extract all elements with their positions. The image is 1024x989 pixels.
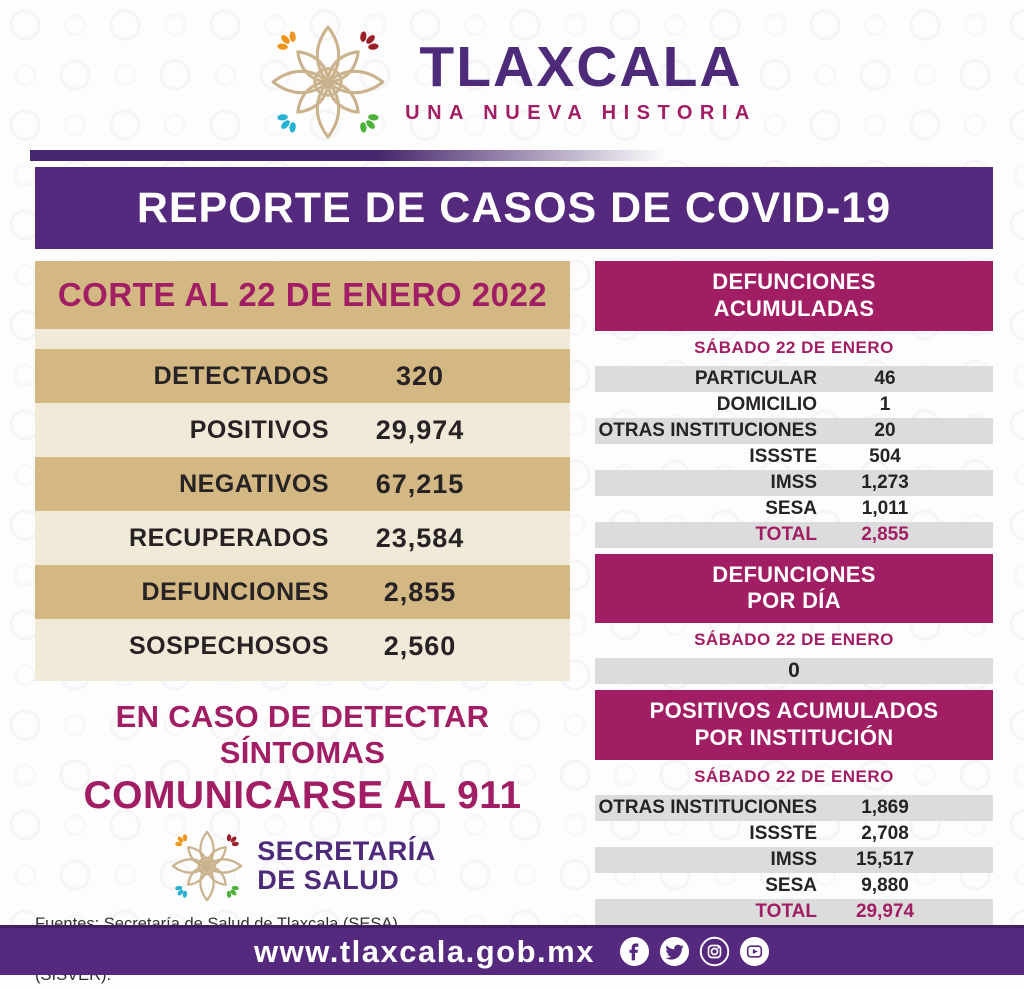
row-label: SOSPECHOSOS bbox=[129, 631, 329, 660]
row-value: 9,880 bbox=[861, 874, 909, 896]
row-label: RECUPERADOS bbox=[129, 523, 329, 552]
brand-name: TLAXCALA bbox=[419, 35, 743, 99]
secretaria-salud-logo: SECRETARÍA DE SALUD bbox=[35, 828, 570, 904]
table-row: ISSSTE 2,708 bbox=[595, 821, 993, 847]
row-label: IMSS bbox=[770, 471, 817, 493]
row-label: IMSS bbox=[770, 848, 817, 870]
tlaxcala-flower-icon bbox=[267, 21, 389, 143]
row-value: 1,011 bbox=[861, 497, 909, 519]
table-total-row: TOTAL 29,974 bbox=[595, 898, 993, 925]
row-value: 0 bbox=[788, 659, 800, 683]
row-label: ISSSTE bbox=[749, 445, 817, 467]
row-label: OTRAS INSTITUCIONES bbox=[598, 796, 817, 818]
left-column: CORTE AL 22 DE ENERO 2022 DETECTADOS 320… bbox=[35, 261, 570, 989]
table-row: RECUPERADOS 23,584 bbox=[35, 511, 570, 565]
brand-text: TLAXCALA UNA NUEVA HISTORIA bbox=[405, 39, 757, 125]
row-value: 1 bbox=[879, 393, 891, 415]
social-icons bbox=[619, 936, 770, 967]
table-row: SESA 1,011 bbox=[595, 496, 993, 522]
row-value: 2,560 bbox=[383, 630, 457, 661]
row-label: DOMICILIO bbox=[716, 393, 817, 415]
row-value: 1,273 bbox=[861, 471, 909, 493]
row-label: TOTAL bbox=[755, 900, 817, 922]
symptoms-notice: EN CASO DE DETECTAR SÍNTOMAS COMUNICARSE… bbox=[35, 699, 570, 818]
section-date: SÁBADO 22 DE ENERO bbox=[694, 630, 894, 650]
facebook-icon[interactable] bbox=[619, 936, 650, 967]
right-column: DEFUNCIONES ACUMULADAS SÁBADO 22 DE ENER… bbox=[595, 261, 993, 989]
row-label: PARTICULAR bbox=[694, 367, 817, 389]
table-row: SESA 9,880 bbox=[595, 873, 993, 899]
youtube-icon[interactable] bbox=[739, 936, 770, 967]
daily-deaths-row: 0 bbox=[595, 658, 993, 685]
table-row: POSITIVOS 29,974 bbox=[35, 403, 570, 457]
table-row: DETECTADOS 320 bbox=[35, 349, 570, 403]
row-value: 504 bbox=[869, 445, 901, 467]
row-label: TOTAL bbox=[755, 523, 817, 545]
row-label: ISSSTE bbox=[749, 822, 817, 844]
notice-line-2: COMUNICARSE AL 911 bbox=[83, 774, 522, 817]
table-row: DOMICILIO 1 bbox=[595, 392, 993, 418]
section-header: POSITIVOS ACUMULADOS POR INSTITUCIÓN bbox=[595, 690, 993, 760]
row-value: 15,517 bbox=[855, 848, 915, 870]
table-row: DEFUNCIONES 2,855 bbox=[35, 565, 570, 619]
gradient-divider bbox=[30, 150, 994, 161]
row-value: 29,974 bbox=[855, 900, 915, 922]
salud-flower-icon bbox=[169, 828, 245, 904]
row-value: 23,584 bbox=[375, 522, 465, 553]
footer-bar: www.tlaxcala.gob.mx bbox=[0, 925, 1024, 975]
table-row: ISSSTE 504 bbox=[595, 444, 993, 470]
row-value: 2,855 bbox=[861, 523, 909, 545]
twitter-icon[interactable] bbox=[659, 936, 690, 967]
website-url[interactable]: www.tlaxcala.gob.mx bbox=[254, 933, 595, 969]
row-value: 20 bbox=[874, 419, 896, 441]
notice-line-1: EN CASO DE DETECTAR SÍNTOMAS bbox=[115, 699, 490, 770]
table-row: IMSS 15,517 bbox=[595, 846, 993, 873]
row-label: DEFUNCIONES bbox=[141, 577, 329, 606]
table-row: PARTICULAR 46 bbox=[595, 365, 993, 392]
main-content: CORTE AL 22 DE ENERO 2022 DETECTADOS 320… bbox=[35, 261, 993, 989]
row-value: 2,855 bbox=[383, 576, 457, 607]
positivos-table: OTRAS INSTITUCIONES 1,869 ISSSTE 2,708 I… bbox=[595, 794, 993, 925]
row-label: DETECTADOS bbox=[153, 361, 329, 390]
table-row: SOSPECHOSOS 2,560 bbox=[35, 619, 570, 673]
summary-panel: CORTE AL 22 DE ENERO 2022 DETECTADOS 320… bbox=[35, 261, 570, 681]
defunciones-acumuladas-section: DEFUNCIONES ACUMULADAS SÁBADO 22 DE ENER… bbox=[595, 261, 993, 548]
table-total-row: TOTAL 2,855 bbox=[595, 521, 993, 548]
section-header: DEFUNCIONES ACUMULADAS bbox=[595, 261, 993, 331]
row-label: SESA bbox=[765, 497, 817, 519]
table-row: IMSS 1,273 bbox=[595, 469, 993, 496]
defunciones-por-dia-section: DEFUNCIONES POR DÍA SÁBADO 22 DE ENERO 0 bbox=[595, 553, 993, 685]
summary-rows: DETECTADOS 320 POSITIVOS 29,974 NEGATIVO… bbox=[35, 349, 570, 673]
brand-tagline: UNA NUEVA HISTORIA bbox=[405, 102, 757, 124]
row-value: 1,869 bbox=[861, 796, 909, 818]
defunciones-table: PARTICULAR 46 DOMICILIO 1 OTRAS INSTITUC… bbox=[595, 365, 993, 548]
section-date: SÁBADO 22 DE ENERO bbox=[694, 337, 894, 357]
row-value: 2,708 bbox=[861, 822, 909, 844]
row-label: POSITIVOS bbox=[189, 415, 329, 444]
table-row: OTRAS INSTITUCIONES 20 bbox=[595, 417, 993, 444]
section-date: SÁBADO 22 DE ENERO bbox=[694, 766, 894, 786]
table-row: OTRAS INSTITUCIONES 1,869 bbox=[595, 794, 993, 821]
report-title-banner: REPORTE DE CASOS DE COVID-19 bbox=[35, 167, 993, 249]
row-value: 29,974 bbox=[375, 414, 465, 445]
brand-header: TLAXCALA UNA NUEVA HISTORIA bbox=[0, 0, 1024, 146]
positivos-acumulados-section: POSITIVOS ACUMULADOS POR INSTITUCIÓN SÁB… bbox=[595, 690, 993, 925]
row-label: NEGATIVOS bbox=[179, 469, 329, 498]
row-label: SESA bbox=[765, 874, 817, 896]
instagram-icon[interactable] bbox=[699, 936, 730, 967]
table-row: NEGATIVOS 67,215 bbox=[35, 457, 570, 511]
row-label: OTRAS INSTITUCIONES bbox=[598, 419, 817, 441]
row-value: 67,215 bbox=[375, 468, 465, 499]
summary-panel-header: CORTE AL 22 DE ENERO 2022 bbox=[35, 261, 570, 329]
row-value: 46 bbox=[874, 367, 896, 389]
section-header: DEFUNCIONES POR DÍA bbox=[595, 553, 993, 624]
salud-name: SECRETARÍA DE SALUD bbox=[257, 835, 436, 895]
row-value: 320 bbox=[395, 360, 445, 391]
